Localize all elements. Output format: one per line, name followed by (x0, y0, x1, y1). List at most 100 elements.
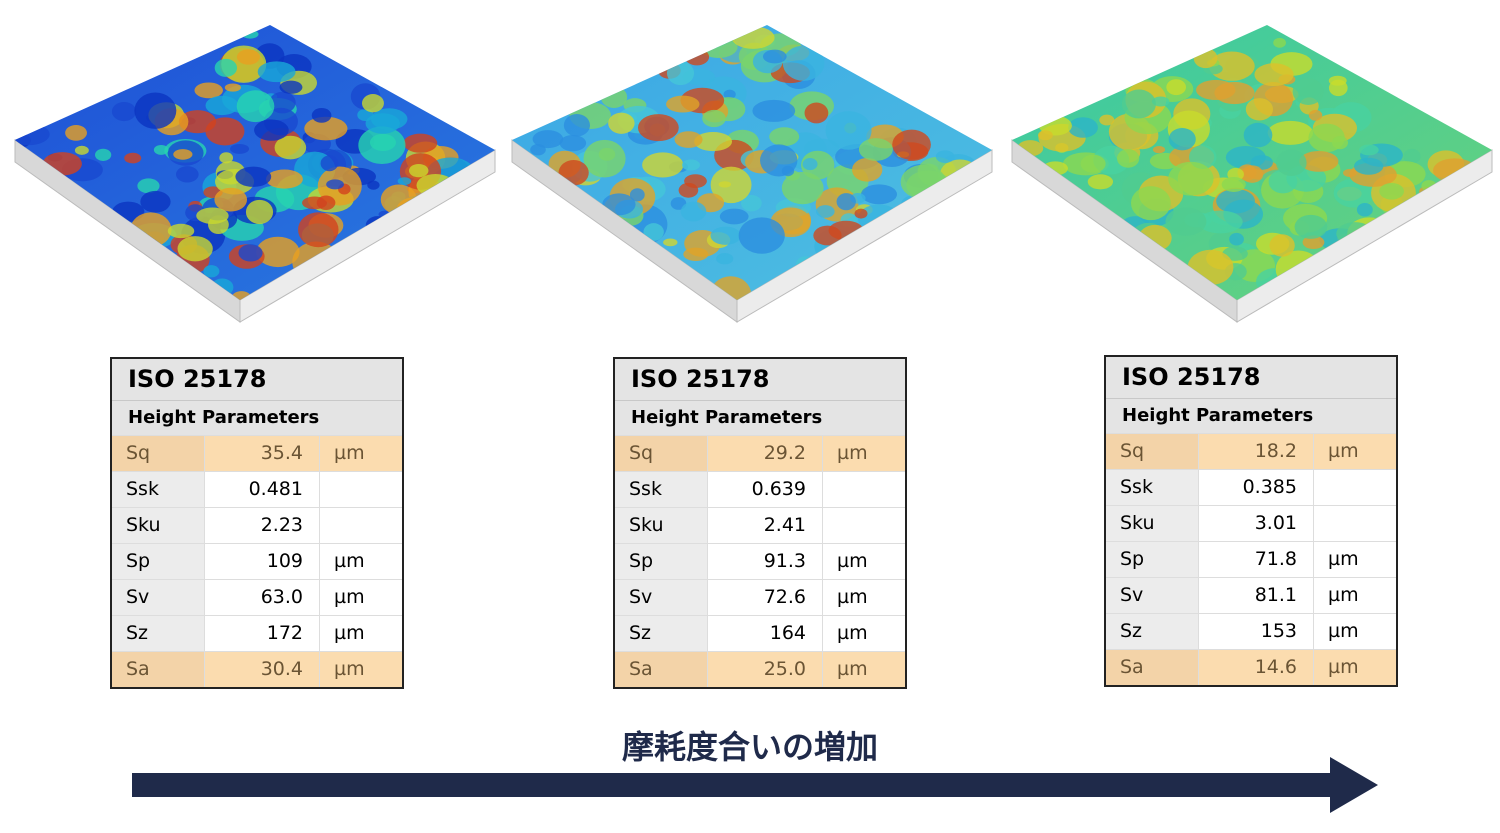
surface-grain (1166, 79, 1187, 96)
param-value: 14.6 (1198, 650, 1314, 685)
table-row: Sq 18.2 µm (1106, 433, 1396, 469)
surface-grain (137, 178, 160, 194)
table-title: ISO 25178 (615, 359, 905, 401)
surface-grain (600, 86, 628, 108)
surface-grain (637, 114, 679, 142)
surface-grain (825, 111, 872, 150)
surface-grain (666, 95, 700, 113)
surface-grain (1328, 79, 1348, 97)
surface-grain (236, 49, 260, 65)
surface-grain (1121, 89, 1156, 119)
surface-grain (245, 199, 274, 225)
param-unit: µm (334, 622, 365, 644)
param-unit: µm (1328, 440, 1359, 462)
param-name: Ssk (1106, 470, 1198, 505)
param-value: 72.6 (707, 580, 823, 615)
param-name: Sq (112, 436, 204, 471)
surface-grain (1099, 114, 1115, 126)
surface-grain (254, 119, 289, 141)
table-title: ISO 25178 (112, 359, 402, 401)
surface-grain (1243, 122, 1273, 148)
surface-grain (836, 193, 856, 211)
surface-grain (731, 26, 775, 49)
surface-grain (1168, 128, 1196, 151)
surface-grain (1152, 146, 1166, 154)
param-name: Sp (1106, 542, 1198, 577)
table-row: Sz 164 µm (615, 615, 905, 651)
surface-grain (1208, 51, 1255, 81)
surface-grain (1269, 234, 1295, 257)
param-value: 172 (204, 616, 320, 651)
parameter-table: ISO 25178 Height Parameters Sq 35.4 µm Ssk 0.4… (110, 357, 404, 689)
surface-grain (1302, 235, 1325, 250)
table-row: Sq 29.2 µm (615, 435, 905, 471)
param-unit: µm (1328, 656, 1359, 678)
surface-3d (14, 25, 496, 323)
surface-grain (320, 155, 339, 172)
surface-grain (1254, 63, 1294, 87)
surface-grain (740, 194, 762, 212)
surface-grain (1331, 136, 1349, 150)
table-subtitle: Height Parameters (112, 401, 402, 435)
surface-grain (1151, 96, 1170, 107)
surface-grain (804, 102, 829, 124)
param-unit: µm (334, 586, 365, 608)
surface-grain (710, 226, 741, 245)
table-row: Sp 91.3 µm (615, 543, 905, 579)
surface-features (15, 30, 482, 300)
surface-grain (1037, 130, 1053, 141)
param-unit: µm (334, 550, 365, 572)
surface-grain (167, 223, 195, 239)
surface-grain (203, 265, 220, 278)
surface-grain (1292, 78, 1324, 105)
param-name: Sv (615, 580, 707, 615)
surface-grain (1068, 117, 1098, 138)
param-name: Ssk (112, 472, 204, 507)
param-name: Sq (1106, 434, 1198, 469)
param-unit (823, 472, 905, 507)
surface-grain (716, 253, 734, 265)
param-unit: µm (1328, 584, 1359, 606)
table-subtitle: Height Parameters (1106, 399, 1396, 433)
surface-grain (1229, 232, 1244, 246)
surface-grain (563, 114, 590, 137)
surface-grain (140, 190, 171, 213)
surface-grain (1116, 149, 1140, 168)
param-name: Sz (112, 616, 204, 651)
table-row: Sa 25.0 µm (615, 651, 905, 687)
param-name: Sku (112, 508, 204, 543)
param-value: 63.0 (204, 580, 320, 615)
progress-arrow (132, 757, 1378, 813)
surface-grain (134, 92, 177, 129)
surface-grain (1379, 182, 1404, 200)
surface-grain (642, 152, 684, 178)
surface-grain (674, 131, 703, 148)
param-value: 3.01 (1198, 506, 1314, 541)
surface-grain (702, 109, 726, 128)
surface-grain (230, 143, 250, 154)
surface-grain (1087, 174, 1114, 190)
surface-grain (760, 144, 798, 177)
surface-grain (111, 101, 137, 122)
surface-grain (892, 129, 931, 160)
surface-grain (178, 110, 217, 134)
param-name: Sp (615, 544, 707, 579)
surface-grain (858, 138, 893, 161)
surface-grain (311, 107, 332, 123)
param-value: 2.23 (204, 508, 320, 543)
surface-grain (762, 49, 787, 64)
param-name: Sku (615, 508, 707, 543)
surface-grain (860, 184, 898, 205)
param-name: Sz (615, 616, 707, 651)
surface-grain (279, 80, 303, 94)
surface-grain (214, 187, 248, 212)
surface-grain (219, 152, 234, 164)
surface-grain (1356, 202, 1373, 217)
param-name: Sz (1106, 614, 1198, 649)
surface-grain (238, 244, 263, 262)
surface-grain (608, 112, 635, 134)
surface-grain (710, 166, 752, 204)
surface-grain (530, 143, 546, 156)
